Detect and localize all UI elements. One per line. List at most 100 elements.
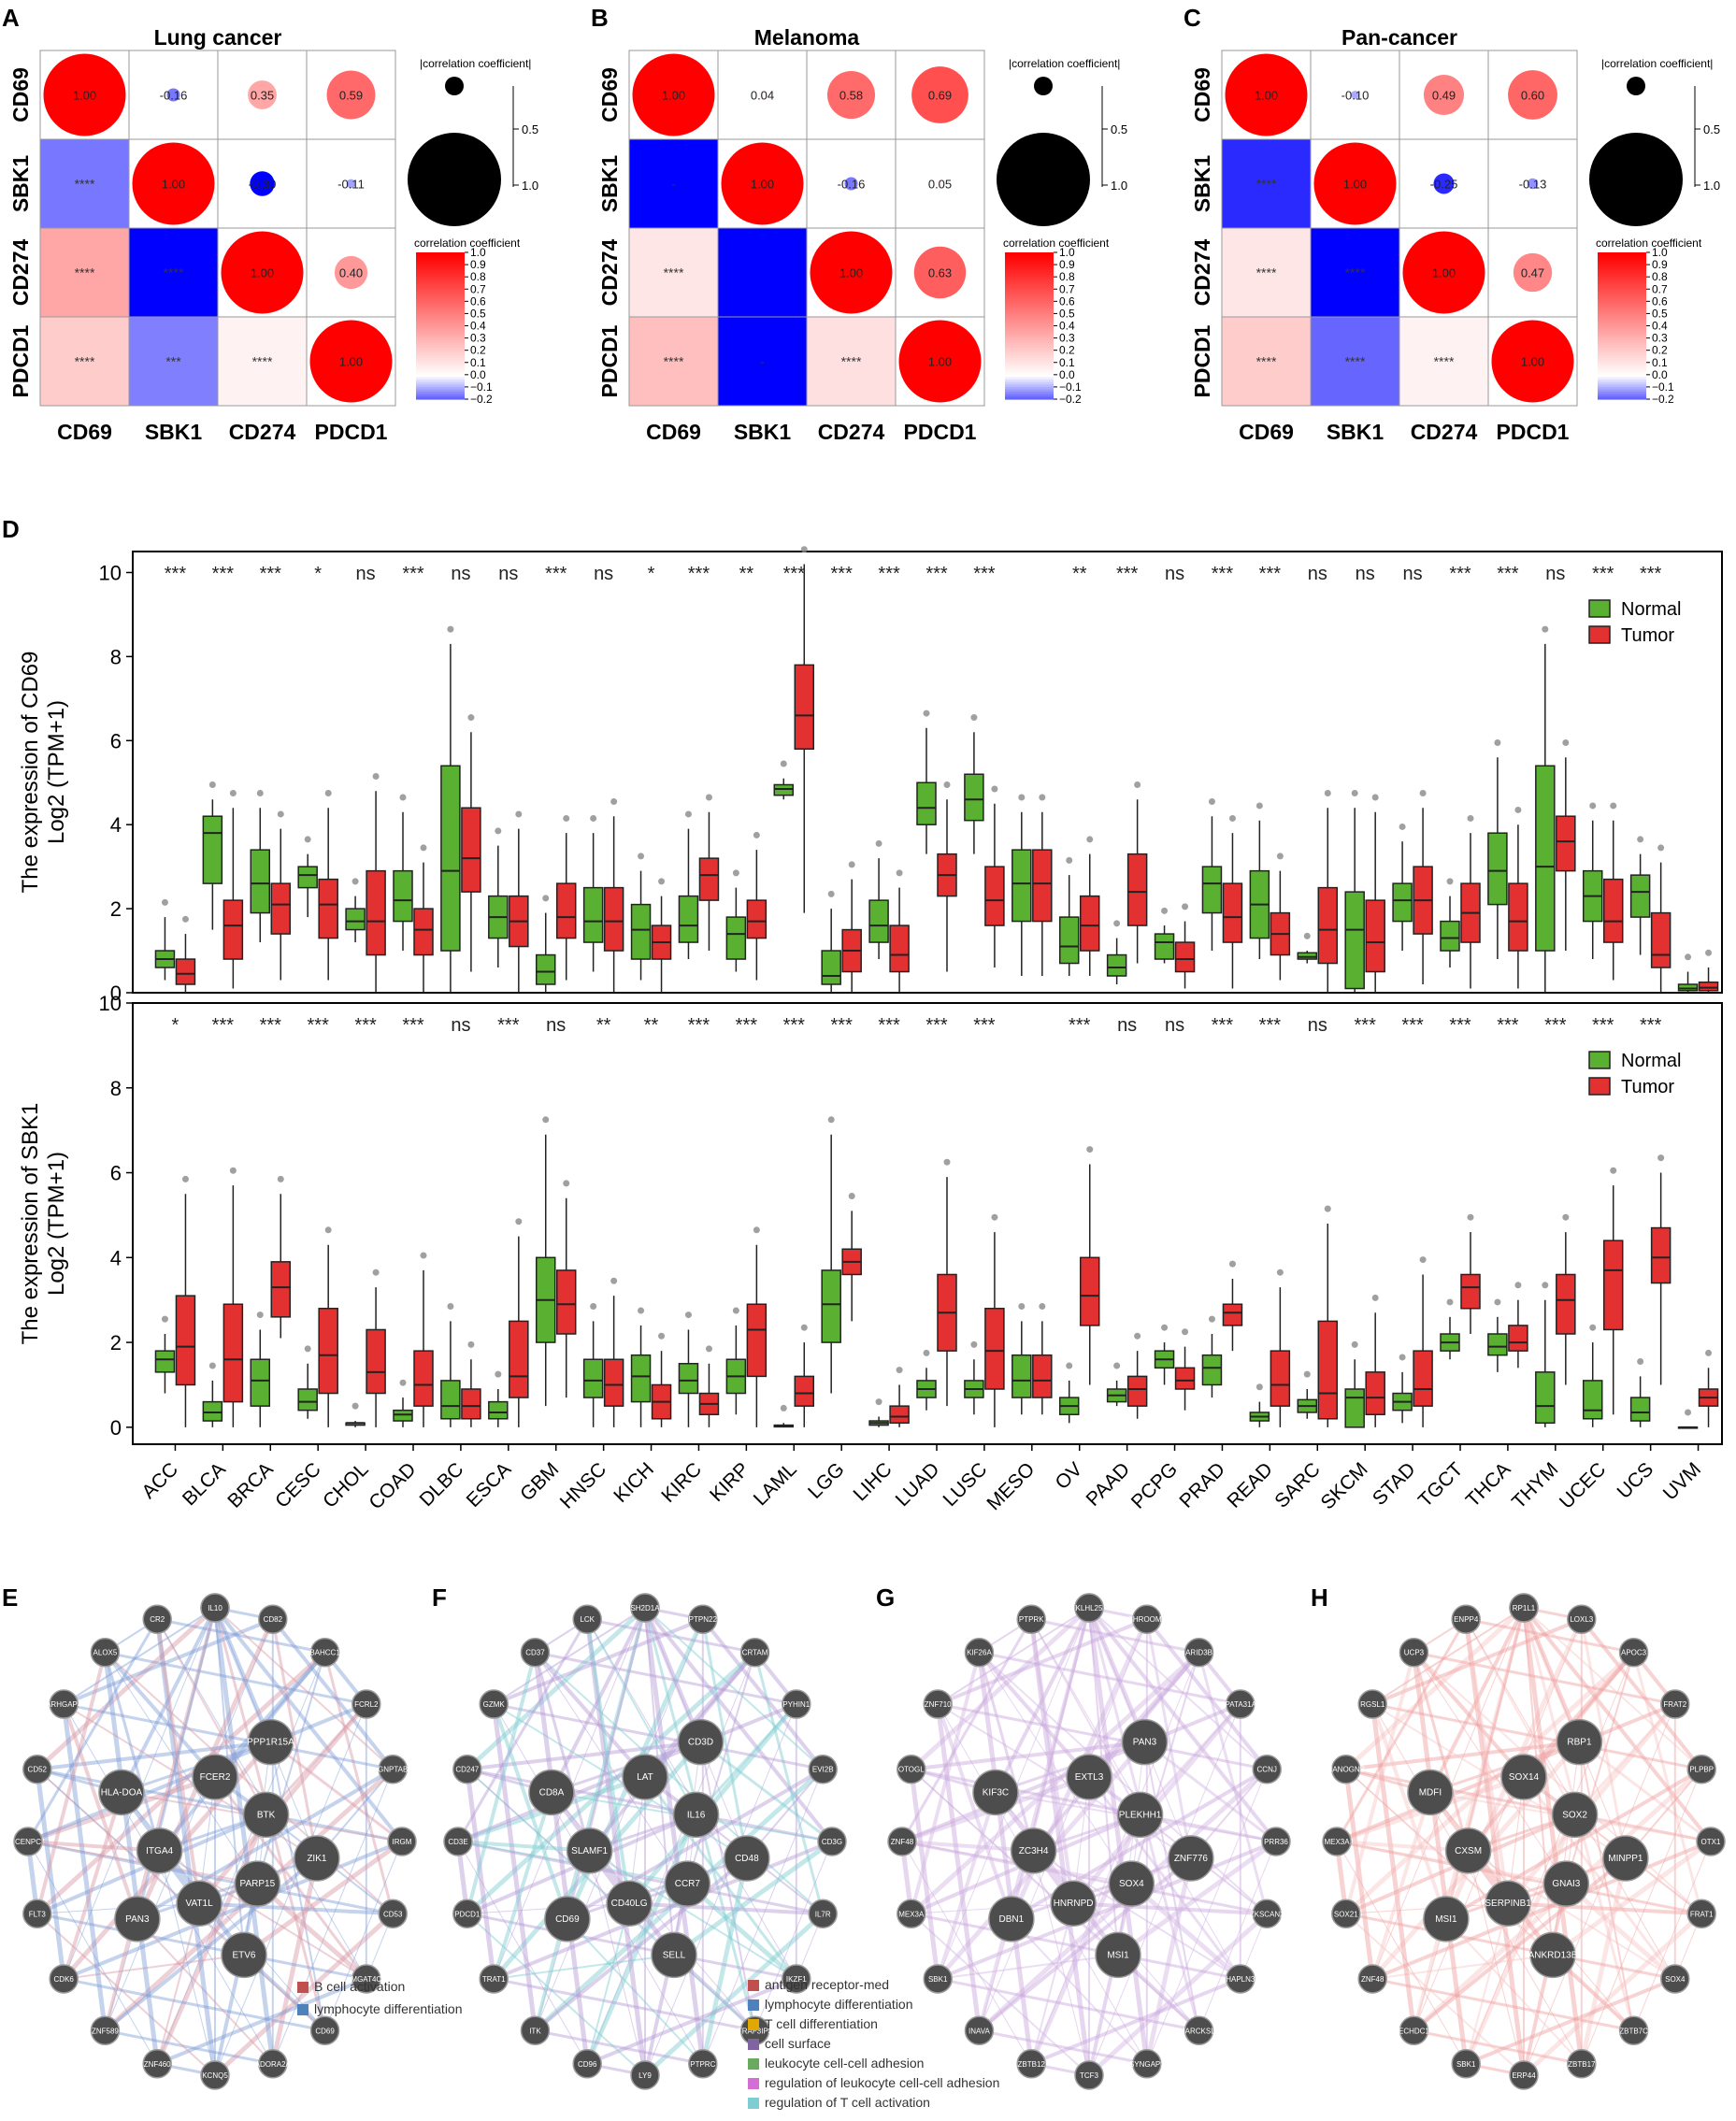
x-tick-label: KIRP <box>706 1458 753 1506</box>
network-edge <box>1370 1703 1416 2031</box>
network-edge <box>1086 1607 1150 2065</box>
box-outlier-normal <box>256 1311 264 1319</box>
x-tick-label: ESCA <box>463 1458 516 1512</box>
network-node-label: CCNJ <box>1257 1766 1277 1774</box>
box-outlier-normal <box>1066 856 1073 864</box>
network-edge <box>567 1856 748 1921</box>
network-edge <box>1523 1703 1676 2076</box>
network-node <box>479 1689 509 1719</box>
network-edge <box>63 1607 216 1705</box>
network-node-label: APOC3 <box>1621 1649 1647 1657</box>
box-normal <box>1629 874 1651 918</box>
network-node-label: SELL <box>663 1950 686 1960</box>
network-node <box>808 1899 838 1929</box>
network-edge <box>1413 1856 1628 2032</box>
network-node <box>782 1964 811 1994</box>
network-edge <box>156 1652 326 2064</box>
network-edge <box>1445 1918 1583 2065</box>
box-tumor <box>1222 882 1243 943</box>
box-tumor <box>1602 878 1624 943</box>
box-outlier-tumor <box>1086 1146 1094 1154</box>
corr-value: 1.00 <box>251 266 274 280</box>
y-tick-label: 10 <box>99 561 122 584</box>
network-node <box>1500 1754 1547 1800</box>
corr-value: 1.00 <box>339 355 363 369</box>
box-outlier-normal <box>923 709 930 717</box>
x-tick-label: UCEC <box>1556 1458 1610 1512</box>
network-node <box>142 1604 172 1634</box>
box-normal <box>440 1380 461 1420</box>
colorbar-slice <box>416 372 465 376</box>
box-tumor <box>1508 1325 1528 1352</box>
colorbar-slice <box>416 365 465 368</box>
network-node <box>98 1769 145 1816</box>
colorbar-tick-label: 0.9 <box>1652 258 1668 271</box>
color-legend-title: correlation coefficient <box>1003 236 1110 250</box>
network-edge <box>1464 1618 1511 1904</box>
network-edge <box>272 1769 394 2064</box>
box-outlier-tumor <box>563 1180 570 1187</box>
network-node <box>378 1754 408 1784</box>
box-tumor <box>1650 911 1671 968</box>
corr-circle <box>250 171 275 196</box>
network-edge <box>1030 1902 1075 2065</box>
significance-label: *** <box>260 1015 282 1036</box>
y-tick-label: 0 <box>110 982 122 1005</box>
box-outlier-tumor <box>181 915 189 923</box>
colorbar-slice <box>1598 348 1646 351</box>
x-tick-label: KICH <box>610 1458 658 1507</box>
corr-value: 1.00 <box>1255 89 1278 103</box>
network-edge <box>976 1652 1034 2065</box>
colorbar-slice <box>1598 384 1646 388</box>
corr-significance: **** <box>1256 177 1277 192</box>
box-tumor <box>1174 1367 1196 1390</box>
box-tumor <box>1365 899 1385 973</box>
significance-label: *** <box>1259 1015 1282 1036</box>
colorbar-slice <box>416 277 465 280</box>
corr-panel-C: C Pan-cancer 1.00 -0.10 0.49 0.60 CD69 CD69 ****… <box>1184 4 1720 444</box>
network-edge <box>256 1652 326 1885</box>
significance-label: *** <box>688 1015 710 1036</box>
y-tick-label: 4 <box>110 813 122 837</box>
colorbar-slice <box>1005 357 1054 361</box>
box-outlier-tumor <box>467 1340 475 1348</box>
network-node <box>630 1593 660 1623</box>
x-tick-label: STAD <box>1369 1458 1420 1510</box>
row-gene-label: CD274 <box>1190 239 1214 307</box>
network-node <box>479 1964 509 1994</box>
network-node-label: ERP44 <box>1512 2071 1536 2080</box>
network-edge <box>699 1741 833 1843</box>
box-normal <box>964 773 984 822</box>
corr-cell <box>628 227 719 318</box>
network-node <box>606 1880 653 1927</box>
box-outlier-tumor <box>1419 789 1427 796</box>
network-edge <box>550 1607 647 1794</box>
colorbar-slice <box>416 386 465 391</box>
y-tick-label: 8 <box>110 645 122 668</box>
row-gene-label: CD274 <box>597 239 622 307</box>
significance-label: *** <box>973 564 996 584</box>
box-outlier-tumor <box>1562 739 1570 747</box>
network-edge <box>935 1703 982 2031</box>
network-edge <box>533 1607 647 2031</box>
box-outlier-tumor <box>991 785 998 793</box>
network-edge <box>492 1703 569 1920</box>
box-outlier-tumor <box>705 1345 712 1353</box>
box-outlier-normal <box>399 794 407 801</box>
network-edge <box>911 1912 1241 1981</box>
network-node-label: ANKRD13B <box>1528 1950 1578 1960</box>
colorbar-tick-label: 0.0 <box>1652 368 1668 381</box>
legend-label-tumor: Tumor <box>1621 1077 1674 1097</box>
network-edge <box>586 1652 756 2064</box>
colorbar-slice <box>416 394 465 397</box>
colorbar-slice <box>1005 316 1054 320</box>
network-node-label: CD3E <box>448 1838 467 1846</box>
size-legend-small <box>1034 77 1053 95</box>
colorbar-slice <box>416 318 465 322</box>
y-tick-label: 2 <box>110 1331 122 1354</box>
corr-value: 0.58 <box>839 89 863 103</box>
box-tumor <box>984 1308 1005 1390</box>
network-node <box>452 1754 482 1784</box>
colorbar-slice <box>1598 252 1646 256</box>
box-outlier-tumor <box>563 814 570 822</box>
